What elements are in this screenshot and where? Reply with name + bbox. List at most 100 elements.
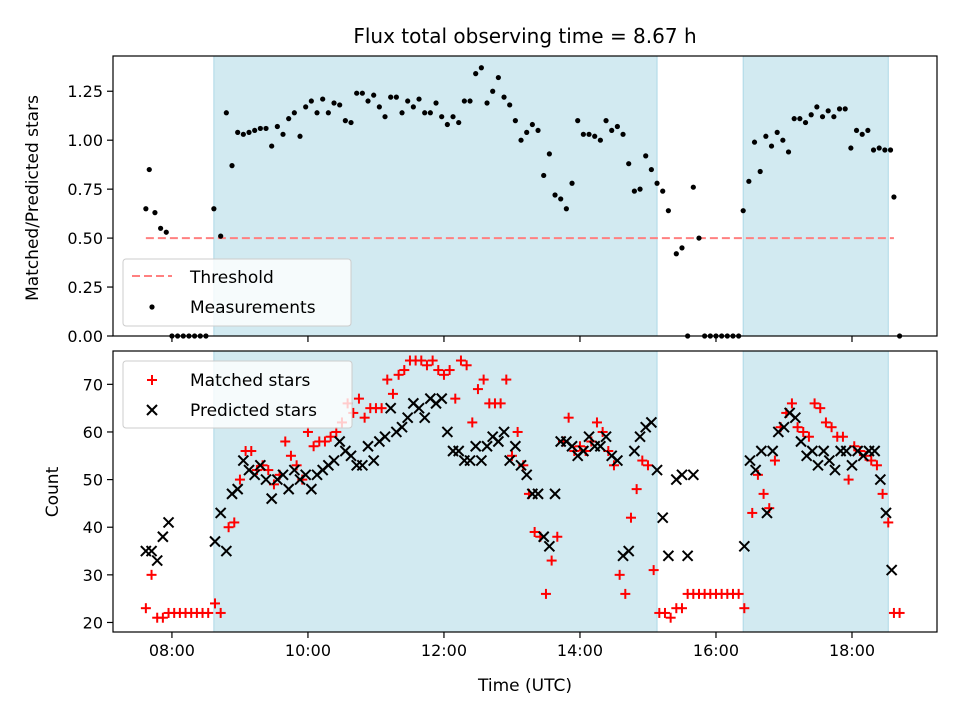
measurement-point	[229, 163, 235, 169]
predicted-star-point	[738, 540, 751, 552]
measurement-point	[297, 133, 303, 139]
matched-star-point	[820, 417, 831, 428]
matched-star-point	[786, 398, 797, 409]
measurement-point	[660, 188, 666, 194]
legend-matched-swatch	[147, 375, 157, 385]
predicted-star-point	[282, 483, 295, 495]
bottom-ytick-label: 60	[83, 423, 103, 442]
measurement-point	[569, 180, 575, 186]
top-ylabel: Matched/Predicted stars	[23, 95, 43, 301]
matched-star-point	[769, 455, 780, 466]
matched-star-point	[798, 426, 809, 437]
measurement-point	[501, 94, 507, 100]
measurement-point	[252, 127, 258, 134]
measurement-point	[876, 145, 882, 151]
measurement-point	[359, 90, 365, 96]
matched-star-point	[501, 374, 512, 385]
matched-star-point	[308, 441, 319, 452]
measurement-point	[757, 168, 763, 175]
bottom-xtick-label: 16:00	[693, 641, 739, 660]
predicted-star-point	[384, 402, 397, 414]
measurement-point	[797, 116, 803, 122]
measurement-point	[558, 196, 564, 202]
predicted-star-point	[220, 545, 233, 557]
measurement-point	[575, 118, 581, 124]
predicted-star-point	[260, 473, 272, 486]
measurement-point	[654, 180, 660, 186]
predicted-star-point	[880, 507, 892, 519]
predicted-star-point	[464, 454, 476, 467]
measurement-point	[535, 127, 541, 134]
matched-star-point	[393, 369, 404, 380]
measurement-point	[325, 110, 331, 116]
measurement-point	[163, 229, 169, 235]
matched-star-point	[467, 417, 478, 428]
predicted-star-point	[744, 454, 756, 467]
matched-star-point	[302, 426, 313, 437]
measurement-point	[467, 98, 473, 104]
predicted-star-point	[475, 454, 488, 467]
matched-star-point	[331, 426, 342, 437]
measurement-point	[870, 147, 877, 153]
matched-star-point	[472, 384, 483, 395]
legend-matched-label: Matched stars	[190, 371, 310, 391]
predicted-star-point	[681, 550, 694, 562]
measurement-point	[774, 129, 780, 135]
measurement-point	[337, 102, 343, 108]
predicted-star-point	[418, 411, 431, 424]
matched-star-point	[215, 607, 226, 618]
matched-star-point	[631, 484, 642, 495]
measurement-point	[603, 118, 609, 124]
matched-star-point	[843, 474, 854, 485]
measurement-point	[223, 110, 229, 116]
measurement-point	[819, 114, 826, 120]
matched-star-point	[758, 488, 769, 499]
measurement-point	[529, 121, 535, 128]
predicted-star-point	[755, 445, 768, 457]
predicted-star-point	[628, 445, 641, 457]
matched-star-point	[140, 603, 151, 614]
matched-star-point	[438, 369, 449, 380]
measurement-point	[791, 116, 797, 122]
predicted-star-point	[817, 445, 830, 457]
measurement-point	[444, 121, 450, 128]
measurement-point	[439, 114, 445, 120]
measurement-point	[427, 110, 433, 116]
measurement-point	[388, 94, 394, 100]
matched-star-point	[353, 393, 364, 404]
matched-star-point	[512, 426, 523, 437]
matched-star-point	[676, 603, 687, 614]
predicted-star-point	[846, 459, 858, 472]
top-axes: 0.00 0.25 0.50 0.75 1.00 1.25	[67, 55, 938, 346]
predicted-star-point	[328, 454, 340, 467]
top-ytick-label: 0.75	[67, 180, 103, 199]
bottom-frame	[112, 350, 938, 633]
matched-star-point	[739, 603, 750, 614]
matched-star-point	[809, 398, 820, 409]
matched-star-point	[234, 474, 245, 485]
measurement-point	[152, 210, 158, 216]
matched-star-point	[325, 431, 336, 442]
measurement-point	[631, 188, 637, 194]
predicted-star-point	[277, 469, 289, 481]
predicted-star-point	[566, 440, 578, 452]
measurement-point	[740, 208, 746, 214]
measurement-point	[416, 96, 422, 102]
predicted-star-point	[362, 440, 374, 452]
matched-star-point	[285, 450, 296, 461]
measurement-point	[679, 245, 685, 251]
top-ytick-label: 1.00	[67, 131, 103, 150]
predicted-star-point	[543, 540, 556, 552]
measurement-point	[263, 125, 269, 132]
predicted-star-point	[231, 483, 244, 495]
matched-star-point	[280, 436, 291, 447]
measurement-point	[274, 123, 280, 130]
predicted-star-point	[481, 440, 493, 452]
measurement-point	[614, 123, 620, 130]
predicted-star-point	[396, 421, 408, 433]
predicted-star-point	[305, 483, 318, 495]
matched-star-point	[591, 417, 602, 428]
predicted-star-point	[778, 421, 790, 433]
matched-star-point	[427, 355, 438, 366]
matched-star-point	[455, 355, 466, 366]
